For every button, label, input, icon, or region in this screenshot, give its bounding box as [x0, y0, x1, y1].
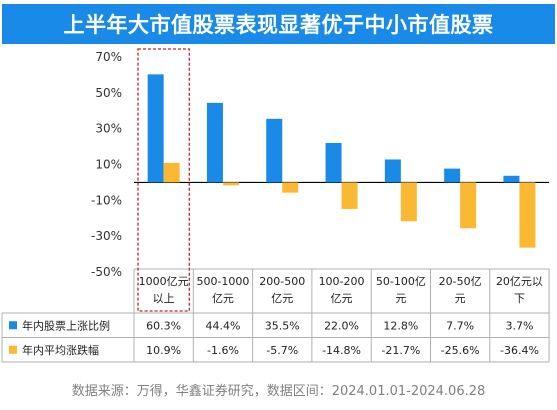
bar-up-ratio	[384, 159, 401, 183]
bar-up-ratio	[206, 102, 223, 183]
bar-avg-change	[460, 182, 477, 229]
highlight-dashed-box	[137, 48, 190, 312]
highlight-box	[137, 48, 190, 312]
category-label: 200-500	[259, 275, 305, 288]
bar-avg-change	[341, 182, 358, 209]
data-label: -1.6%	[207, 344, 239, 357]
category-label: 亿元	[331, 292, 353, 305]
data-label: 10.9%	[146, 344, 181, 357]
legend-key	[9, 321, 17, 330]
bar-up-ratio	[444, 168, 461, 183]
bar-up-ratio	[147, 74, 164, 183]
legend-key	[9, 345, 17, 354]
category-label: 元	[395, 292, 406, 305]
y-tick-label: -50%	[91, 265, 122, 279]
data-label: 22.0%	[324, 319, 359, 332]
bar-avg-change	[163, 162, 180, 183]
category-label: 以上	[153, 292, 175, 305]
data-label: 12.8%	[383, 319, 418, 332]
data-label: -36.4%	[500, 344, 539, 357]
y-tick-label: -30%	[91, 229, 122, 243]
category-label: 20亿元以	[496, 275, 543, 288]
y-tick-label: 30%	[95, 122, 122, 136]
bar-up-ratio	[503, 175, 520, 183]
category-label: 50-100亿	[376, 275, 426, 288]
data-label: 7.7%	[446, 319, 474, 332]
bar-avg-change	[282, 182, 299, 193]
category-label: 20-50亿	[439, 275, 482, 288]
bars	[147, 74, 536, 248]
data-label: 44.4%	[205, 319, 240, 332]
y-tick-label: -10%	[91, 193, 122, 207]
data-label: 60.3%	[146, 319, 181, 332]
category-label: 500-1000	[196, 275, 249, 288]
category-label: 亿元	[212, 292, 234, 305]
legend-label: 年内平均涨跌幅	[22, 343, 99, 357]
data-label: -25.6%	[441, 344, 480, 357]
category-label: 元	[455, 292, 466, 305]
data-label: -21.7%	[381, 344, 420, 357]
data-label: 35.5%	[265, 319, 300, 332]
category-label: 亿元	[271, 292, 293, 305]
bar-up-ratio	[266, 118, 283, 183]
source-note: 数据来源：万得，华鑫证券研究，数据区间：2024.01.01-2024.06.2…	[71, 384, 486, 399]
data-label: 3.7%	[505, 319, 533, 332]
bar-avg-change	[222, 182, 239, 186]
data-label: -14.8%	[322, 344, 361, 357]
y-tick-label: 10%	[95, 158, 122, 172]
category-label: 1000亿元	[139, 275, 189, 288]
category-label: 下	[514, 292, 525, 305]
category-label: 100-200	[319, 275, 365, 288]
y-tick-label: 70%	[95, 50, 122, 64]
data-label: -5.7%	[266, 344, 298, 357]
y-tick-label: 50%	[95, 86, 122, 100]
bar-up-ratio	[325, 143, 342, 183]
bar-avg-change	[400, 182, 417, 222]
legend-label: 年内股票上涨比例	[22, 318, 110, 332]
chart-title: 上半年大市值股票表现显著优于中小市值股票	[2, 4, 555, 44]
bar-avg-change	[519, 182, 536, 248]
